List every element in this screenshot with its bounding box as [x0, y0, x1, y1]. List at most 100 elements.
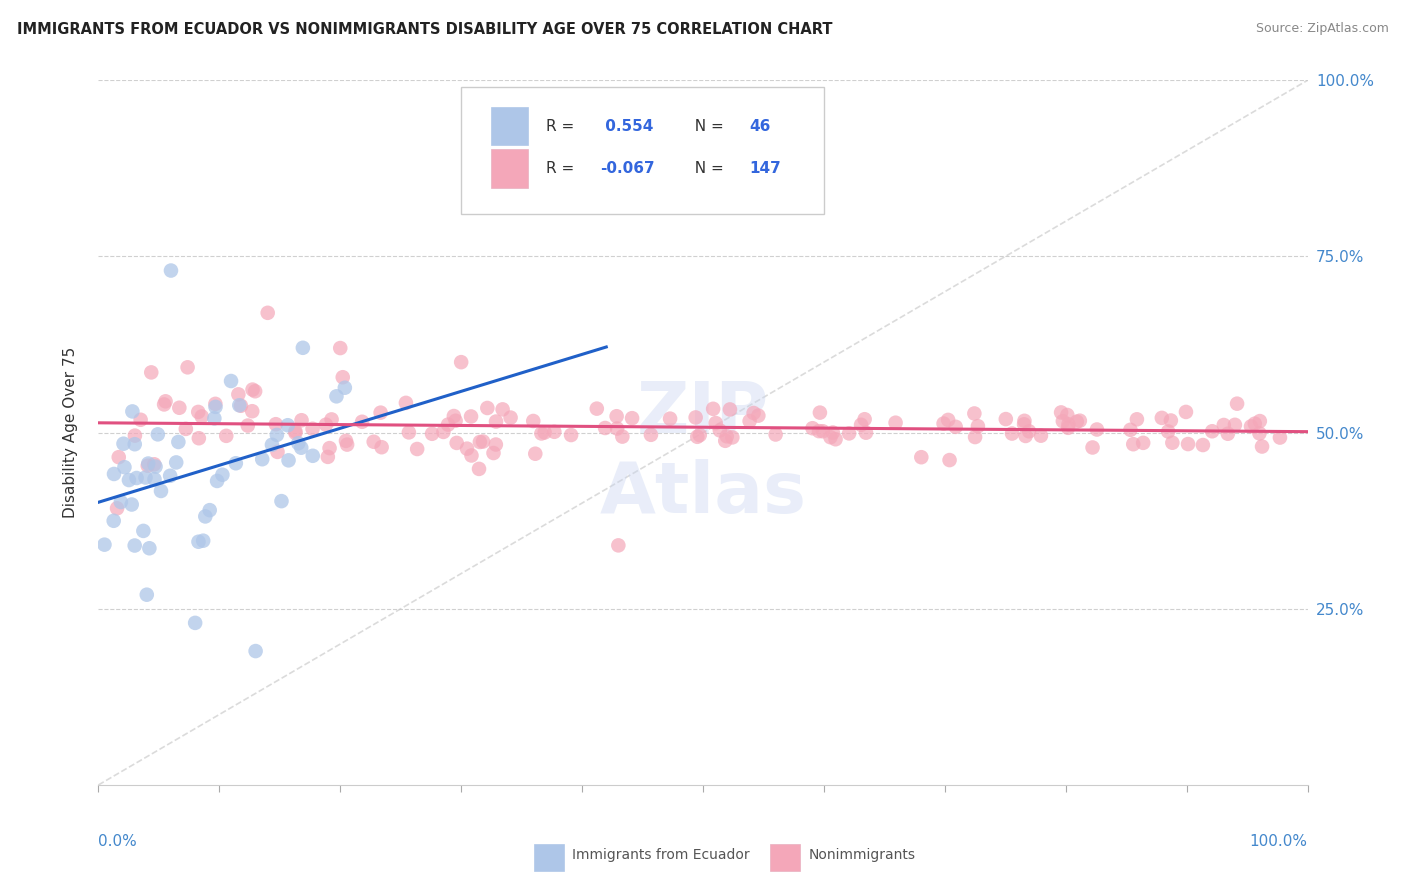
Point — [444, 414, 467, 428]
Point — [456, 442, 478, 456]
Point — [450, 355, 472, 369]
Point — [287, 436, 309, 450]
Point — [1201, 424, 1223, 438]
Text: 46: 46 — [749, 119, 770, 134]
Point — [284, 424, 307, 438]
Point — [1251, 440, 1274, 454]
Point — [291, 341, 314, 355]
Point — [336, 437, 359, 451]
Point — [160, 263, 183, 277]
Point — [747, 409, 769, 423]
Point — [702, 401, 724, 416]
Point — [301, 422, 323, 436]
Point — [765, 427, 787, 442]
Point — [1132, 435, 1154, 450]
Point — [284, 425, 307, 440]
Text: N =: N = — [685, 161, 728, 176]
Point — [174, 422, 197, 436]
Point — [1029, 428, 1052, 442]
Point — [153, 397, 176, 411]
Point — [994, 412, 1017, 426]
Point — [184, 615, 207, 630]
Point — [522, 414, 544, 428]
Point — [1069, 414, 1091, 428]
Text: R =: R = — [546, 119, 579, 134]
Text: R =: R = — [546, 161, 579, 176]
Point — [938, 453, 960, 467]
Point — [689, 428, 711, 442]
Point — [301, 449, 323, 463]
Text: 147: 147 — [749, 161, 780, 176]
Point — [936, 413, 959, 427]
Point — [121, 404, 143, 418]
Point — [1057, 421, 1080, 435]
Point — [1057, 417, 1080, 432]
Point — [1150, 410, 1173, 425]
Point — [884, 416, 907, 430]
Point — [332, 370, 354, 384]
Point — [165, 455, 187, 469]
Point — [853, 412, 876, 426]
Point — [716, 429, 738, 443]
Point — [808, 406, 831, 420]
Point — [211, 467, 233, 482]
Point — [443, 409, 465, 423]
Point — [107, 450, 129, 465]
Point — [363, 434, 385, 449]
Point — [1226, 397, 1249, 411]
Point — [686, 430, 709, 444]
Point — [205, 474, 228, 488]
Y-axis label: Disability Age Over 75: Disability Age Over 75 — [63, 347, 77, 518]
Point — [468, 462, 491, 476]
Point — [1122, 437, 1144, 451]
Point — [485, 415, 508, 429]
Point — [242, 383, 264, 397]
Point — [1174, 405, 1197, 419]
Point — [477, 401, 499, 415]
Text: IMMIGRANTS FROM ECUADOR VS NONIMMIGRANTS DISABILITY AGE OVER 75 CORRELATION CHAR: IMMIGRANTS FROM ECUADOR VS NONIMMIGRANTS… — [17, 22, 832, 37]
Point — [801, 421, 824, 435]
Point — [141, 365, 163, 379]
Point — [1014, 429, 1036, 443]
Point — [824, 432, 846, 446]
Point — [482, 446, 505, 460]
Point — [1014, 414, 1036, 428]
Point — [105, 501, 128, 516]
Point — [138, 541, 160, 556]
Point — [103, 514, 125, 528]
Point — [270, 494, 292, 508]
Point — [325, 389, 347, 403]
Point — [585, 401, 607, 416]
Text: 0.554: 0.554 — [600, 119, 654, 134]
Point — [967, 419, 990, 434]
Point — [1157, 425, 1180, 439]
Point — [963, 407, 986, 421]
Point — [460, 409, 482, 424]
Point — [1001, 426, 1024, 441]
Point — [103, 467, 125, 481]
Point — [260, 438, 283, 452]
Point — [187, 431, 209, 445]
Point — [533, 425, 555, 440]
Point — [167, 434, 190, 449]
Text: 0.0%: 0.0% — [98, 834, 138, 849]
Point — [335, 434, 357, 448]
Point — [187, 405, 209, 419]
Point — [143, 458, 166, 472]
Point — [240, 404, 263, 418]
Point — [110, 495, 132, 509]
Point — [290, 413, 312, 427]
Point — [229, 399, 252, 413]
Point — [266, 428, 288, 442]
Point — [245, 644, 267, 658]
Point — [709, 424, 731, 438]
Point — [256, 306, 278, 320]
Point — [264, 417, 287, 432]
Point — [398, 425, 420, 440]
Point — [1249, 426, 1271, 441]
Point — [198, 503, 221, 517]
Point — [124, 437, 146, 451]
Point — [243, 384, 266, 399]
Point — [228, 398, 250, 412]
Point — [838, 426, 860, 441]
